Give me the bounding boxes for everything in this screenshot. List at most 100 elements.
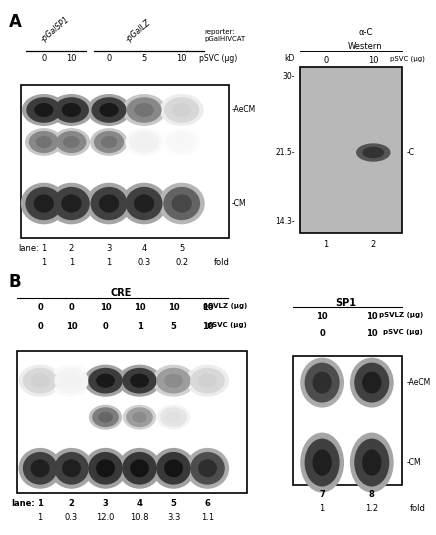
Ellipse shape	[89, 405, 122, 430]
Ellipse shape	[156, 452, 191, 485]
Text: 2: 2	[371, 240, 376, 249]
Ellipse shape	[164, 460, 183, 477]
Text: CRE: CRE	[110, 288, 132, 298]
Ellipse shape	[122, 452, 157, 485]
Text: 1: 1	[41, 258, 47, 266]
Ellipse shape	[157, 405, 190, 430]
Text: 10: 10	[366, 330, 378, 338]
Ellipse shape	[190, 368, 225, 394]
Ellipse shape	[122, 94, 166, 126]
Ellipse shape	[152, 365, 195, 397]
Ellipse shape	[49, 94, 93, 126]
Ellipse shape	[23, 452, 58, 485]
Ellipse shape	[125, 128, 163, 156]
Text: 10: 10	[177, 54, 187, 63]
Ellipse shape	[300, 357, 344, 408]
Text: pSVLZ (μg): pSVLZ (μg)	[378, 311, 423, 318]
Ellipse shape	[94, 131, 124, 153]
Text: pSVC (μg): pSVC (μg)	[390, 56, 425, 63]
Ellipse shape	[88, 452, 123, 485]
Text: 12.0: 12.0	[96, 514, 115, 522]
Ellipse shape	[21, 183, 67, 224]
Ellipse shape	[118, 448, 161, 489]
Ellipse shape	[134, 103, 154, 117]
Text: 10: 10	[66, 322, 77, 331]
Text: Western: Western	[348, 42, 383, 51]
Text: pSVLZ (μg): pSVLZ (μg)	[203, 303, 247, 309]
Ellipse shape	[23, 368, 58, 394]
Text: 2: 2	[69, 244, 74, 253]
Ellipse shape	[50, 448, 93, 489]
Ellipse shape	[354, 439, 389, 486]
Ellipse shape	[305, 439, 340, 486]
Text: -pGalSP1: -pGalSP1	[39, 14, 71, 43]
Ellipse shape	[121, 183, 167, 224]
Text: 1: 1	[320, 503, 325, 513]
Ellipse shape	[99, 103, 119, 117]
Text: 10: 10	[202, 303, 213, 312]
Text: α-C: α-C	[358, 28, 373, 37]
Ellipse shape	[362, 372, 382, 394]
Text: 0: 0	[102, 322, 109, 331]
Ellipse shape	[362, 147, 384, 158]
Text: 1: 1	[324, 240, 329, 249]
Ellipse shape	[163, 128, 201, 156]
Ellipse shape	[101, 136, 117, 148]
Ellipse shape	[53, 187, 90, 220]
Ellipse shape	[56, 131, 86, 153]
Text: 0.2: 0.2	[175, 258, 188, 266]
Text: 2: 2	[68, 499, 75, 508]
Ellipse shape	[62, 103, 81, 117]
Ellipse shape	[25, 187, 62, 220]
Ellipse shape	[156, 368, 191, 394]
Ellipse shape	[26, 97, 61, 123]
Text: 3.3: 3.3	[167, 514, 180, 522]
Ellipse shape	[132, 412, 147, 423]
Text: 0: 0	[41, 54, 47, 63]
Text: 7: 7	[319, 490, 325, 499]
Ellipse shape	[61, 194, 82, 213]
Ellipse shape	[164, 373, 183, 388]
Ellipse shape	[88, 368, 123, 394]
Text: B: B	[9, 273, 21, 291]
Ellipse shape	[34, 103, 54, 117]
Ellipse shape	[164, 97, 199, 123]
Ellipse shape	[166, 412, 181, 423]
Text: 4: 4	[136, 499, 143, 508]
Text: -CM: -CM	[232, 199, 246, 208]
Ellipse shape	[118, 365, 161, 397]
Text: 0: 0	[37, 303, 43, 312]
Ellipse shape	[136, 136, 152, 148]
Ellipse shape	[130, 460, 149, 477]
Ellipse shape	[174, 136, 190, 148]
Text: 10: 10	[202, 322, 213, 331]
Ellipse shape	[159, 183, 205, 224]
Text: 14.3-: 14.3-	[275, 217, 295, 226]
Ellipse shape	[18, 365, 62, 397]
Text: 3: 3	[102, 499, 109, 508]
Bar	[300, 67, 402, 233]
Ellipse shape	[130, 373, 149, 388]
Ellipse shape	[22, 94, 66, 126]
Text: 5: 5	[141, 54, 147, 63]
Ellipse shape	[63, 136, 80, 148]
Ellipse shape	[90, 128, 128, 156]
Ellipse shape	[54, 452, 89, 485]
Text: SP1: SP1	[335, 298, 356, 308]
Text: A: A	[9, 13, 22, 32]
Text: pSVC (μg): pSVC (μg)	[383, 330, 423, 335]
Text: 21.5-: 21.5-	[275, 148, 295, 157]
Text: 10: 10	[100, 303, 111, 312]
Text: 0: 0	[319, 330, 325, 338]
Text: 1: 1	[106, 258, 112, 266]
Ellipse shape	[126, 187, 163, 220]
Text: fold: fold	[214, 258, 229, 266]
Ellipse shape	[313, 372, 332, 394]
Text: 0: 0	[37, 322, 43, 331]
Ellipse shape	[305, 363, 340, 402]
Ellipse shape	[350, 357, 394, 408]
Ellipse shape	[92, 97, 126, 123]
Ellipse shape	[48, 183, 95, 224]
Ellipse shape	[84, 365, 127, 397]
Ellipse shape	[62, 460, 81, 477]
